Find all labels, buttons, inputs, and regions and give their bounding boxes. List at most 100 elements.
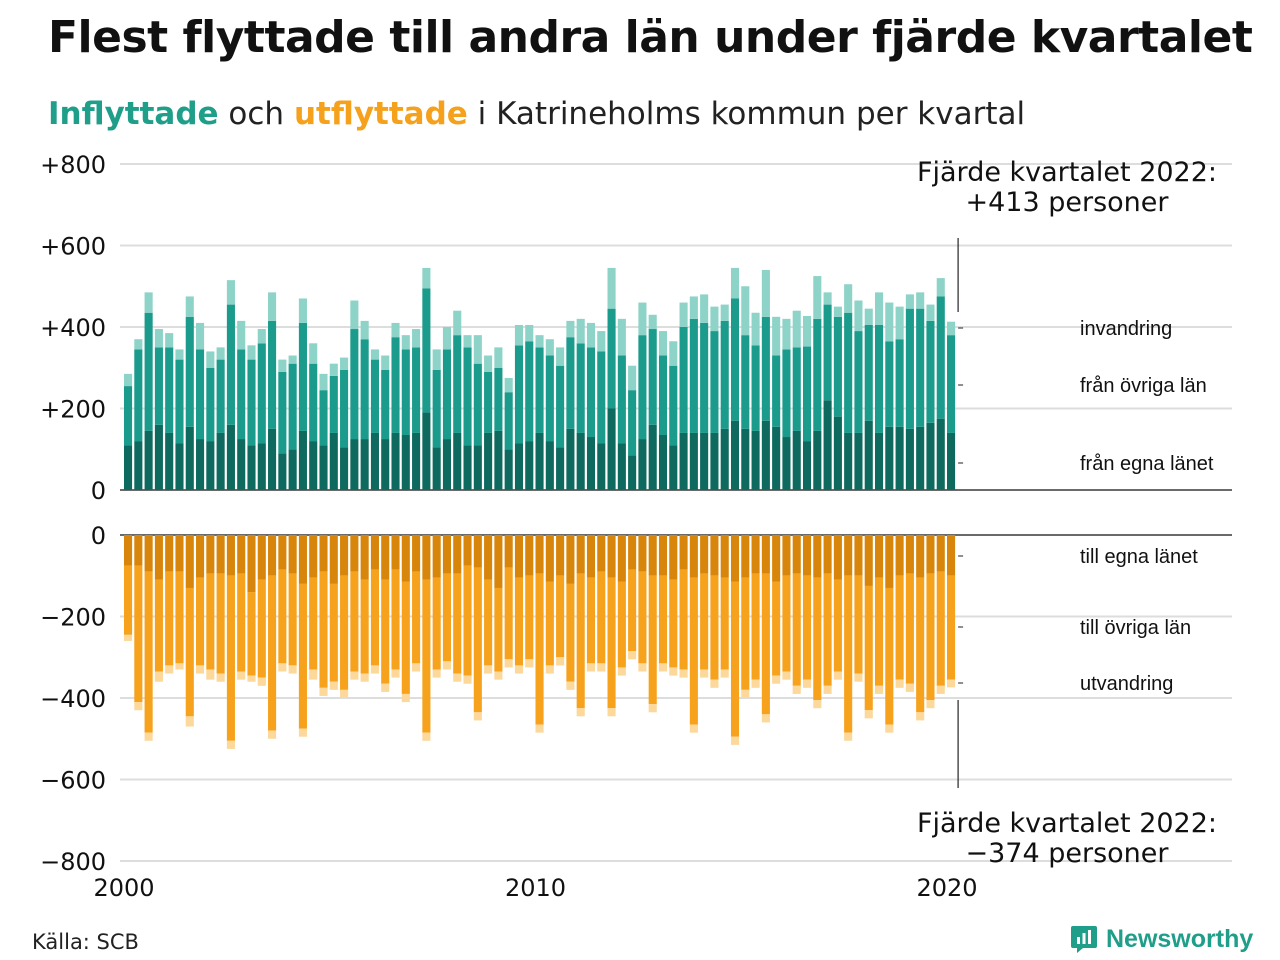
in-bar-segment bbox=[432, 349, 441, 370]
in-bar-segment bbox=[329, 375, 338, 433]
in-bar-segment bbox=[504, 449, 513, 490]
out-bar-segment bbox=[453, 573, 462, 674]
in-bar-segment bbox=[370, 349, 379, 360]
in-bar-segment bbox=[298, 430, 307, 490]
in-bar-segment bbox=[401, 434, 410, 490]
out-bar-segment bbox=[412, 663, 421, 672]
in-bar-segment bbox=[947, 335, 956, 433]
out-bar-segment bbox=[329, 535, 338, 584]
in-bar-segment bbox=[144, 430, 153, 490]
out-bar-segment bbox=[247, 592, 256, 676]
in-bar-segment bbox=[720, 428, 729, 490]
in-bar-segment bbox=[669, 365, 678, 446]
in-bar-segment bbox=[947, 321, 956, 336]
in-bar-segment bbox=[751, 312, 760, 346]
out-series-label: till egna länet bbox=[1080, 546, 1198, 568]
newsworthy-logo: Newsworthy bbox=[1070, 924, 1253, 954]
out-bar-segment bbox=[144, 571, 153, 733]
in-bar-segment bbox=[514, 345, 524, 444]
in-bar-segment bbox=[268, 428, 277, 490]
in-bar-segment bbox=[586, 347, 596, 438]
in-bar-segment bbox=[638, 439, 647, 490]
in-bar-segment bbox=[309, 343, 318, 364]
out-bar-segment bbox=[144, 535, 153, 572]
in-series-label: invandring bbox=[1080, 318, 1172, 340]
in-bar-segment bbox=[730, 298, 740, 421]
out-bar-segment bbox=[669, 535, 678, 580]
in-bar-segment bbox=[710, 331, 719, 433]
in-bar-segment bbox=[154, 347, 163, 425]
out-bar-segment bbox=[165, 571, 174, 666]
out-bar-segment bbox=[206, 535, 215, 574]
out-bar-segment bbox=[597, 571, 606, 664]
in-bar-segment bbox=[854, 432, 863, 490]
in-bar-segment bbox=[442, 327, 451, 350]
upper-y-tick-label: +200 bbox=[40, 396, 106, 424]
out-bar-segment bbox=[185, 587, 194, 717]
out-bar-segment bbox=[216, 673, 225, 682]
out-bar-segment bbox=[360, 673, 369, 682]
in-bar-segment bbox=[196, 322, 205, 350]
out-bar-segment bbox=[556, 535, 565, 576]
out-bar-segment bbox=[628, 569, 637, 652]
in-bar-segment bbox=[206, 367, 215, 442]
out-bar-segment bbox=[813, 700, 822, 709]
out-bar-segment bbox=[370, 569, 379, 666]
in-bar-segment bbox=[823, 304, 832, 401]
in-bar-segment bbox=[134, 339, 143, 350]
out-bar-segment bbox=[545, 535, 554, 582]
in-bar-segment bbox=[401, 349, 410, 435]
out-bar-segment bbox=[288, 665, 297, 674]
out-bar-segment bbox=[309, 577, 318, 670]
out-bar-segment bbox=[545, 581, 554, 666]
out-bar-segment bbox=[751, 679, 760, 688]
out-bar-segment bbox=[216, 535, 225, 574]
out-bar-segment bbox=[700, 535, 709, 574]
in-bar-segment bbox=[319, 445, 328, 490]
in-bar-segment bbox=[854, 300, 863, 332]
out-bar-segment bbox=[134, 565, 143, 703]
out-series-label: till övriga län bbox=[1080, 617, 1191, 639]
in-bar-segment bbox=[288, 449, 297, 490]
out-bar-segment bbox=[947, 679, 956, 688]
out-bar-segment bbox=[257, 535, 266, 580]
in-bar-segment bbox=[381, 369, 390, 440]
out-bar-segment bbox=[926, 535, 935, 574]
out-bar-segment bbox=[658, 575, 668, 664]
in-bar-segment bbox=[741, 335, 750, 429]
out-bar-segment bbox=[607, 577, 616, 709]
out-bar-segment bbox=[556, 657, 565, 666]
out-bar-segment bbox=[833, 535, 842, 580]
out-bar-segment bbox=[556, 575, 565, 658]
out-bar-segment bbox=[514, 665, 524, 674]
in-bar-segment bbox=[772, 355, 781, 427]
in-bar-segment bbox=[216, 347, 225, 360]
in-bar-segment bbox=[514, 443, 524, 490]
in-bar-segment bbox=[772, 426, 781, 490]
out-bar-segment bbox=[730, 736, 740, 745]
out-bar-segment bbox=[936, 685, 945, 694]
in-bar-segment bbox=[463, 347, 472, 446]
out-bar-segment bbox=[628, 651, 637, 660]
out-bar-segment bbox=[226, 535, 235, 576]
out-bar-segment bbox=[854, 673, 863, 682]
out-bar-segment bbox=[772, 535, 781, 582]
in-bar-segment bbox=[340, 357, 349, 370]
out-bar-segment bbox=[833, 671, 842, 680]
in-bar-segment bbox=[638, 335, 647, 440]
out-bar-segment bbox=[370, 665, 379, 674]
in-bar-segment bbox=[329, 432, 338, 490]
out-bar-segment bbox=[484, 535, 493, 580]
out-bar-segment bbox=[597, 663, 606, 672]
in-bar-segment bbox=[185, 296, 194, 317]
in-bar-segment bbox=[514, 324, 524, 346]
in-bar-segment bbox=[679, 432, 688, 490]
out-bar-segment bbox=[442, 661, 451, 670]
in-bar-segment bbox=[802, 441, 812, 490]
out-bar-segment bbox=[514, 535, 524, 578]
in-bar-segment bbox=[782, 318, 791, 350]
in-bar-segment bbox=[885, 302, 894, 342]
out-bar-segment bbox=[237, 573, 246, 672]
out-bar-segment bbox=[638, 571, 647, 664]
out-bar-segment bbox=[494, 535, 503, 588]
